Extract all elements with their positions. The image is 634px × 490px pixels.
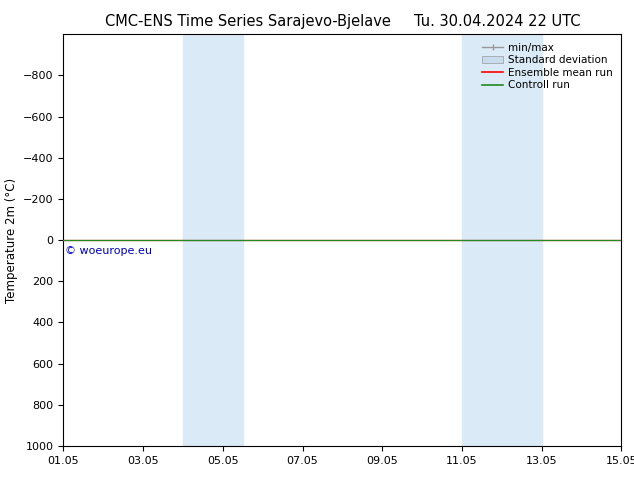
Bar — [183, 34, 243, 446]
Text: © woeurope.eu: © woeurope.eu — [65, 246, 152, 256]
Bar — [462, 34, 541, 446]
Y-axis label: Temperature 2m (°C): Temperature 2m (°C) — [4, 177, 18, 303]
Legend: min/max, Standard deviation, Ensemble mean run, Controll run: min/max, Standard deviation, Ensemble me… — [479, 40, 616, 94]
Title: CMC-ENS Time Series Sarajevo-Bjelave     Tu. 30.04.2024 22 UTC: CMC-ENS Time Series Sarajevo-Bjelave Tu.… — [105, 14, 580, 29]
